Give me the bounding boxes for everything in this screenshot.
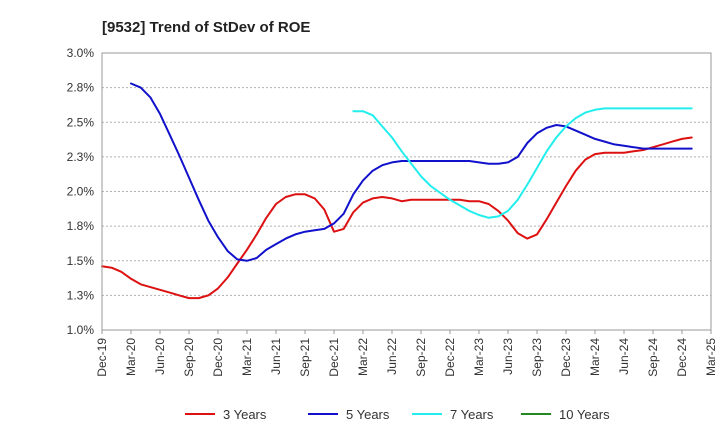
series-line — [130, 82, 693, 262]
y-tick-label: 1.8% — [67, 219, 95, 233]
y-axis-ticks: 1.0% 1.3% 1.5% 1.8% 2.0% 2.3% 2.5% 2.8% 3.0% — [67, 46, 95, 337]
legend-label: 7 Years — [450, 407, 494, 422]
x-tick-label: Jun-22 — [385, 338, 399, 375]
x-tick-label: Dec-24 — [675, 338, 689, 377]
x-tick-label: Mar-21 — [240, 338, 254, 376]
x-tick-label: Mar-22 — [356, 338, 370, 376]
x-tick-label: Dec-23 — [559, 338, 573, 377]
y-tick-label: 2.0% — [67, 185, 95, 199]
x-tick-label: Mar-23 — [472, 338, 486, 376]
legend-label: 10 Years — [559, 407, 610, 422]
x-axis-ticks: Dec-19 Mar-20 Jun-20 Sep-20 Dec-20 Mar-21 Jun-… — [95, 330, 718, 377]
y-tick-label: 1.3% — [67, 288, 95, 302]
x-tick-label: Mar-25 — [704, 338, 718, 376]
series-line — [101, 136, 693, 300]
x-tick-label: Jun-24 — [617, 338, 631, 375]
x-tick-label: Dec-19 — [95, 338, 109, 377]
plot-frame — [101, 52, 712, 331]
x-tick-label: Jun-20 — [153, 338, 167, 375]
x-tick-label: Sep-21 — [298, 338, 312, 377]
y-tick-label: 2.3% — [67, 150, 95, 164]
series-lines — [101, 82, 693, 300]
legend: 3 Years 5 Years 7 Years 10 Years — [185, 407, 610, 422]
series-line — [352, 107, 693, 219]
y-tick-label: 1.5% — [67, 254, 95, 268]
x-tick-label: Sep-22 — [414, 338, 428, 377]
x-tick-label: Sep-23 — [530, 338, 544, 377]
chart-title: [9532] Trend of StDev of ROE — [102, 19, 310, 36]
x-tick-label: Sep-20 — [182, 338, 196, 377]
y-tick-label: 3.0% — [67, 46, 95, 60]
legend-label: 5 Years — [346, 407, 390, 422]
x-tick-label: Sep-24 — [646, 338, 660, 377]
y-tick-label: 2.8% — [67, 81, 95, 95]
x-tick-label: Dec-22 — [443, 338, 457, 377]
x-tick-label: Jun-23 — [501, 338, 515, 375]
y-tick-label: 2.5% — [67, 115, 95, 129]
x-tick-label: Jun-21 — [269, 338, 283, 375]
x-tick-label: Mar-24 — [588, 338, 602, 376]
x-tick-label: Dec-21 — [327, 338, 341, 377]
y-tick-label: 1.0% — [67, 323, 95, 337]
legend-label: 3 Years — [223, 407, 267, 422]
x-tick-label: Dec-20 — [211, 338, 225, 377]
x-tick-label: Mar-20 — [124, 338, 138, 376]
grid — [102, 87, 711, 296]
